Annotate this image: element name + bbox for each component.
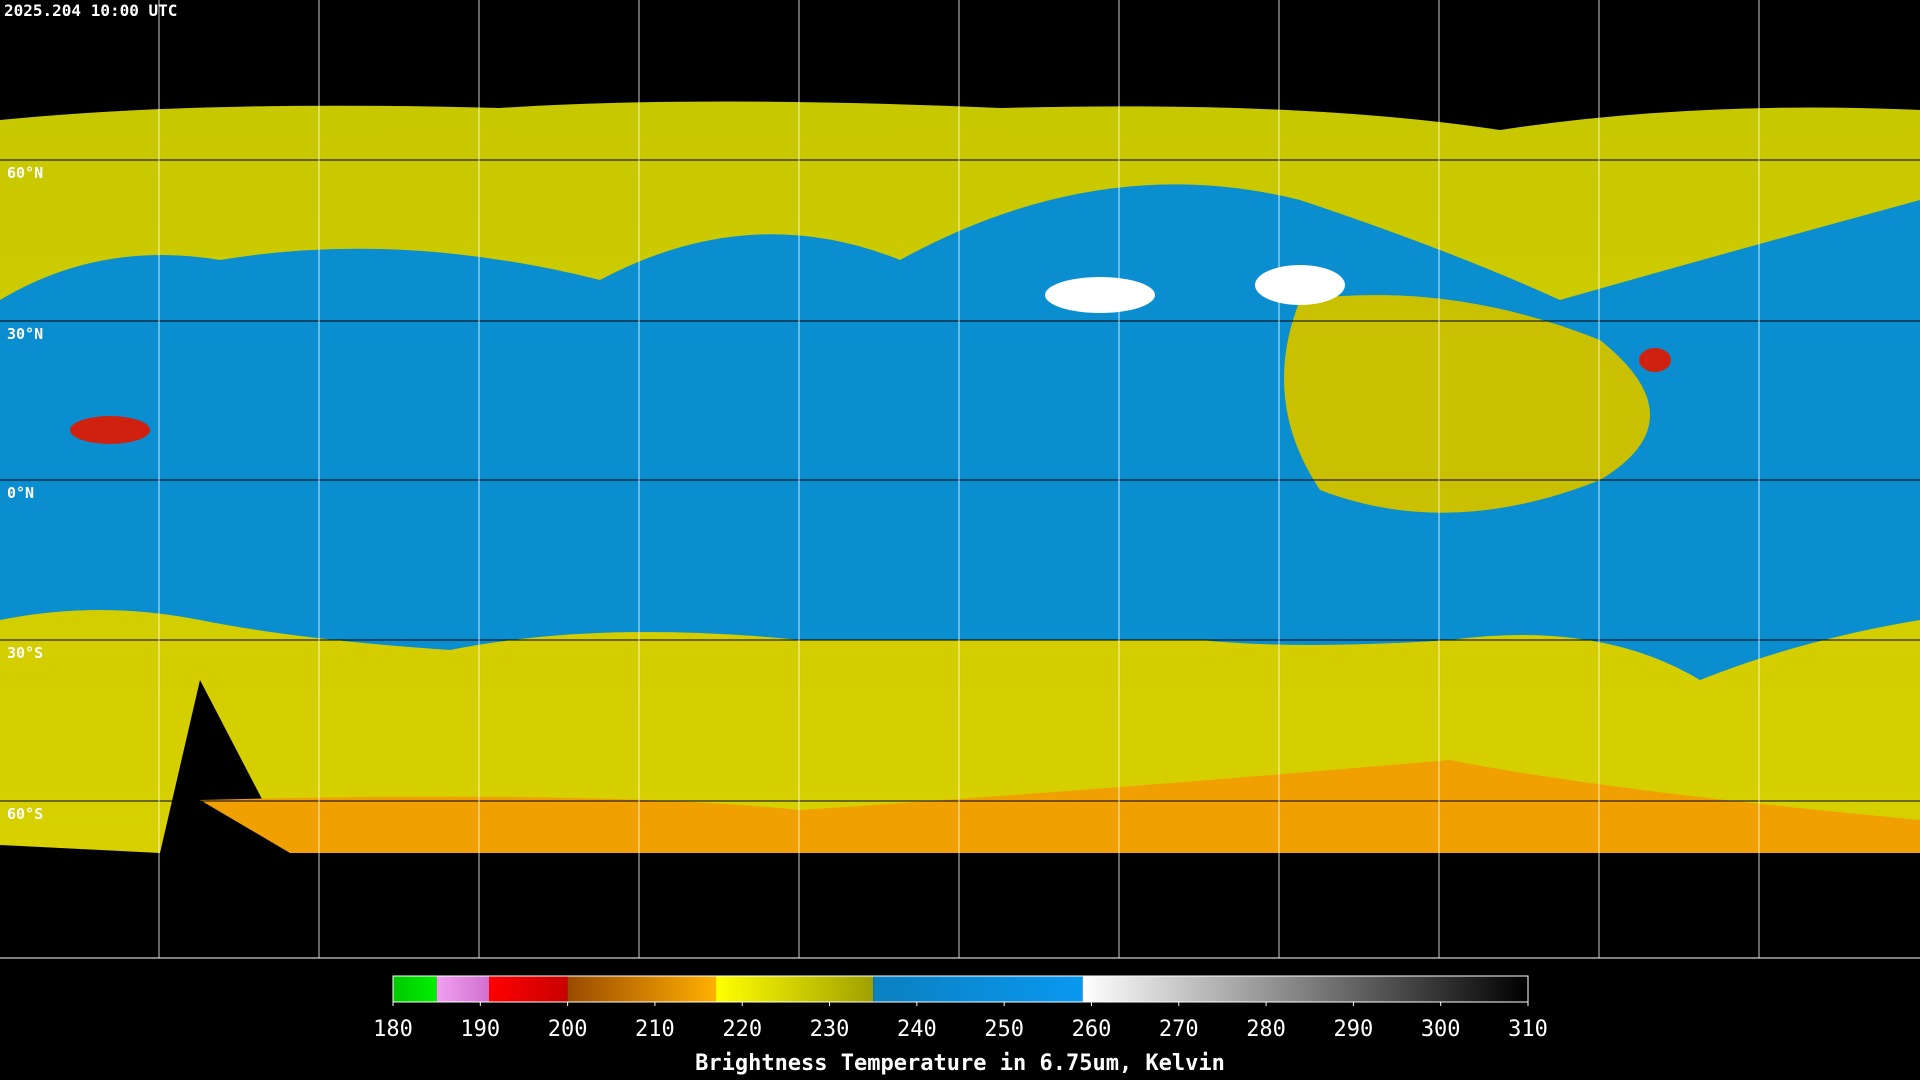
colorbar-tick-label: 240	[897, 1017, 937, 1042]
colorbar-tick-label: 190	[460, 1017, 500, 1042]
colorbar-tick-label: 300	[1421, 1017, 1461, 1042]
colorbar-segment	[489, 976, 568, 1002]
colorbar-segment	[1082, 976, 1528, 1002]
lat-label: 0°N	[7, 484, 34, 502]
lat-label: 60°S	[7, 805, 43, 823]
colorbar-title: Brightness Temperature in 6.75um, Kelvin	[695, 1051, 1225, 1076]
colorbar-tick-label: 290	[1334, 1017, 1374, 1042]
dry-patch	[1255, 265, 1345, 305]
timestamp: 2025.204 10:00 UTC	[4, 1, 177, 20]
colorbar-tick-label: 230	[810, 1017, 850, 1042]
colorbar-tick-label: 180	[373, 1017, 413, 1042]
colorbar-segment	[393, 976, 437, 1002]
cold-band	[200, 760, 1920, 853]
lat-label: 30°S	[7, 644, 43, 662]
colorbar-tick-label: 280	[1246, 1017, 1286, 1042]
convection	[1639, 348, 1671, 372]
colorbar-segment	[716, 976, 874, 1002]
colorbar-segment	[567, 976, 717, 1002]
lat-label: 30°N	[7, 325, 43, 343]
colorbar-tick-label: 250	[984, 1017, 1024, 1042]
colorbar-segment	[436, 976, 490, 1002]
colorbar-tick-label: 220	[722, 1017, 762, 1042]
colorbar-tick-label: 200	[548, 1017, 588, 1042]
monsoon-cloud	[1284, 295, 1650, 513]
colorbar-segment	[873, 976, 1083, 1002]
lat-label: 60°N	[7, 164, 43, 182]
colorbar-frame	[392, 975, 1529, 1003]
graticule	[0, 159, 1920, 802]
dry-patch	[1045, 277, 1155, 313]
convection	[70, 416, 150, 444]
meridians	[158, 0, 1760, 958]
colorbar: 180 190 200 210 220 230 240 250 260 270 280 290 300 3…	[373, 975, 1548, 1042]
imagery	[0, 101, 1920, 853]
colorbar-tick-label: 210	[635, 1017, 675, 1042]
colorbar-tick-label: 260	[1072, 1017, 1112, 1042]
colorbar-tick-label: 270	[1159, 1017, 1199, 1042]
colorbar-tick-label: 310	[1508, 1017, 1548, 1042]
